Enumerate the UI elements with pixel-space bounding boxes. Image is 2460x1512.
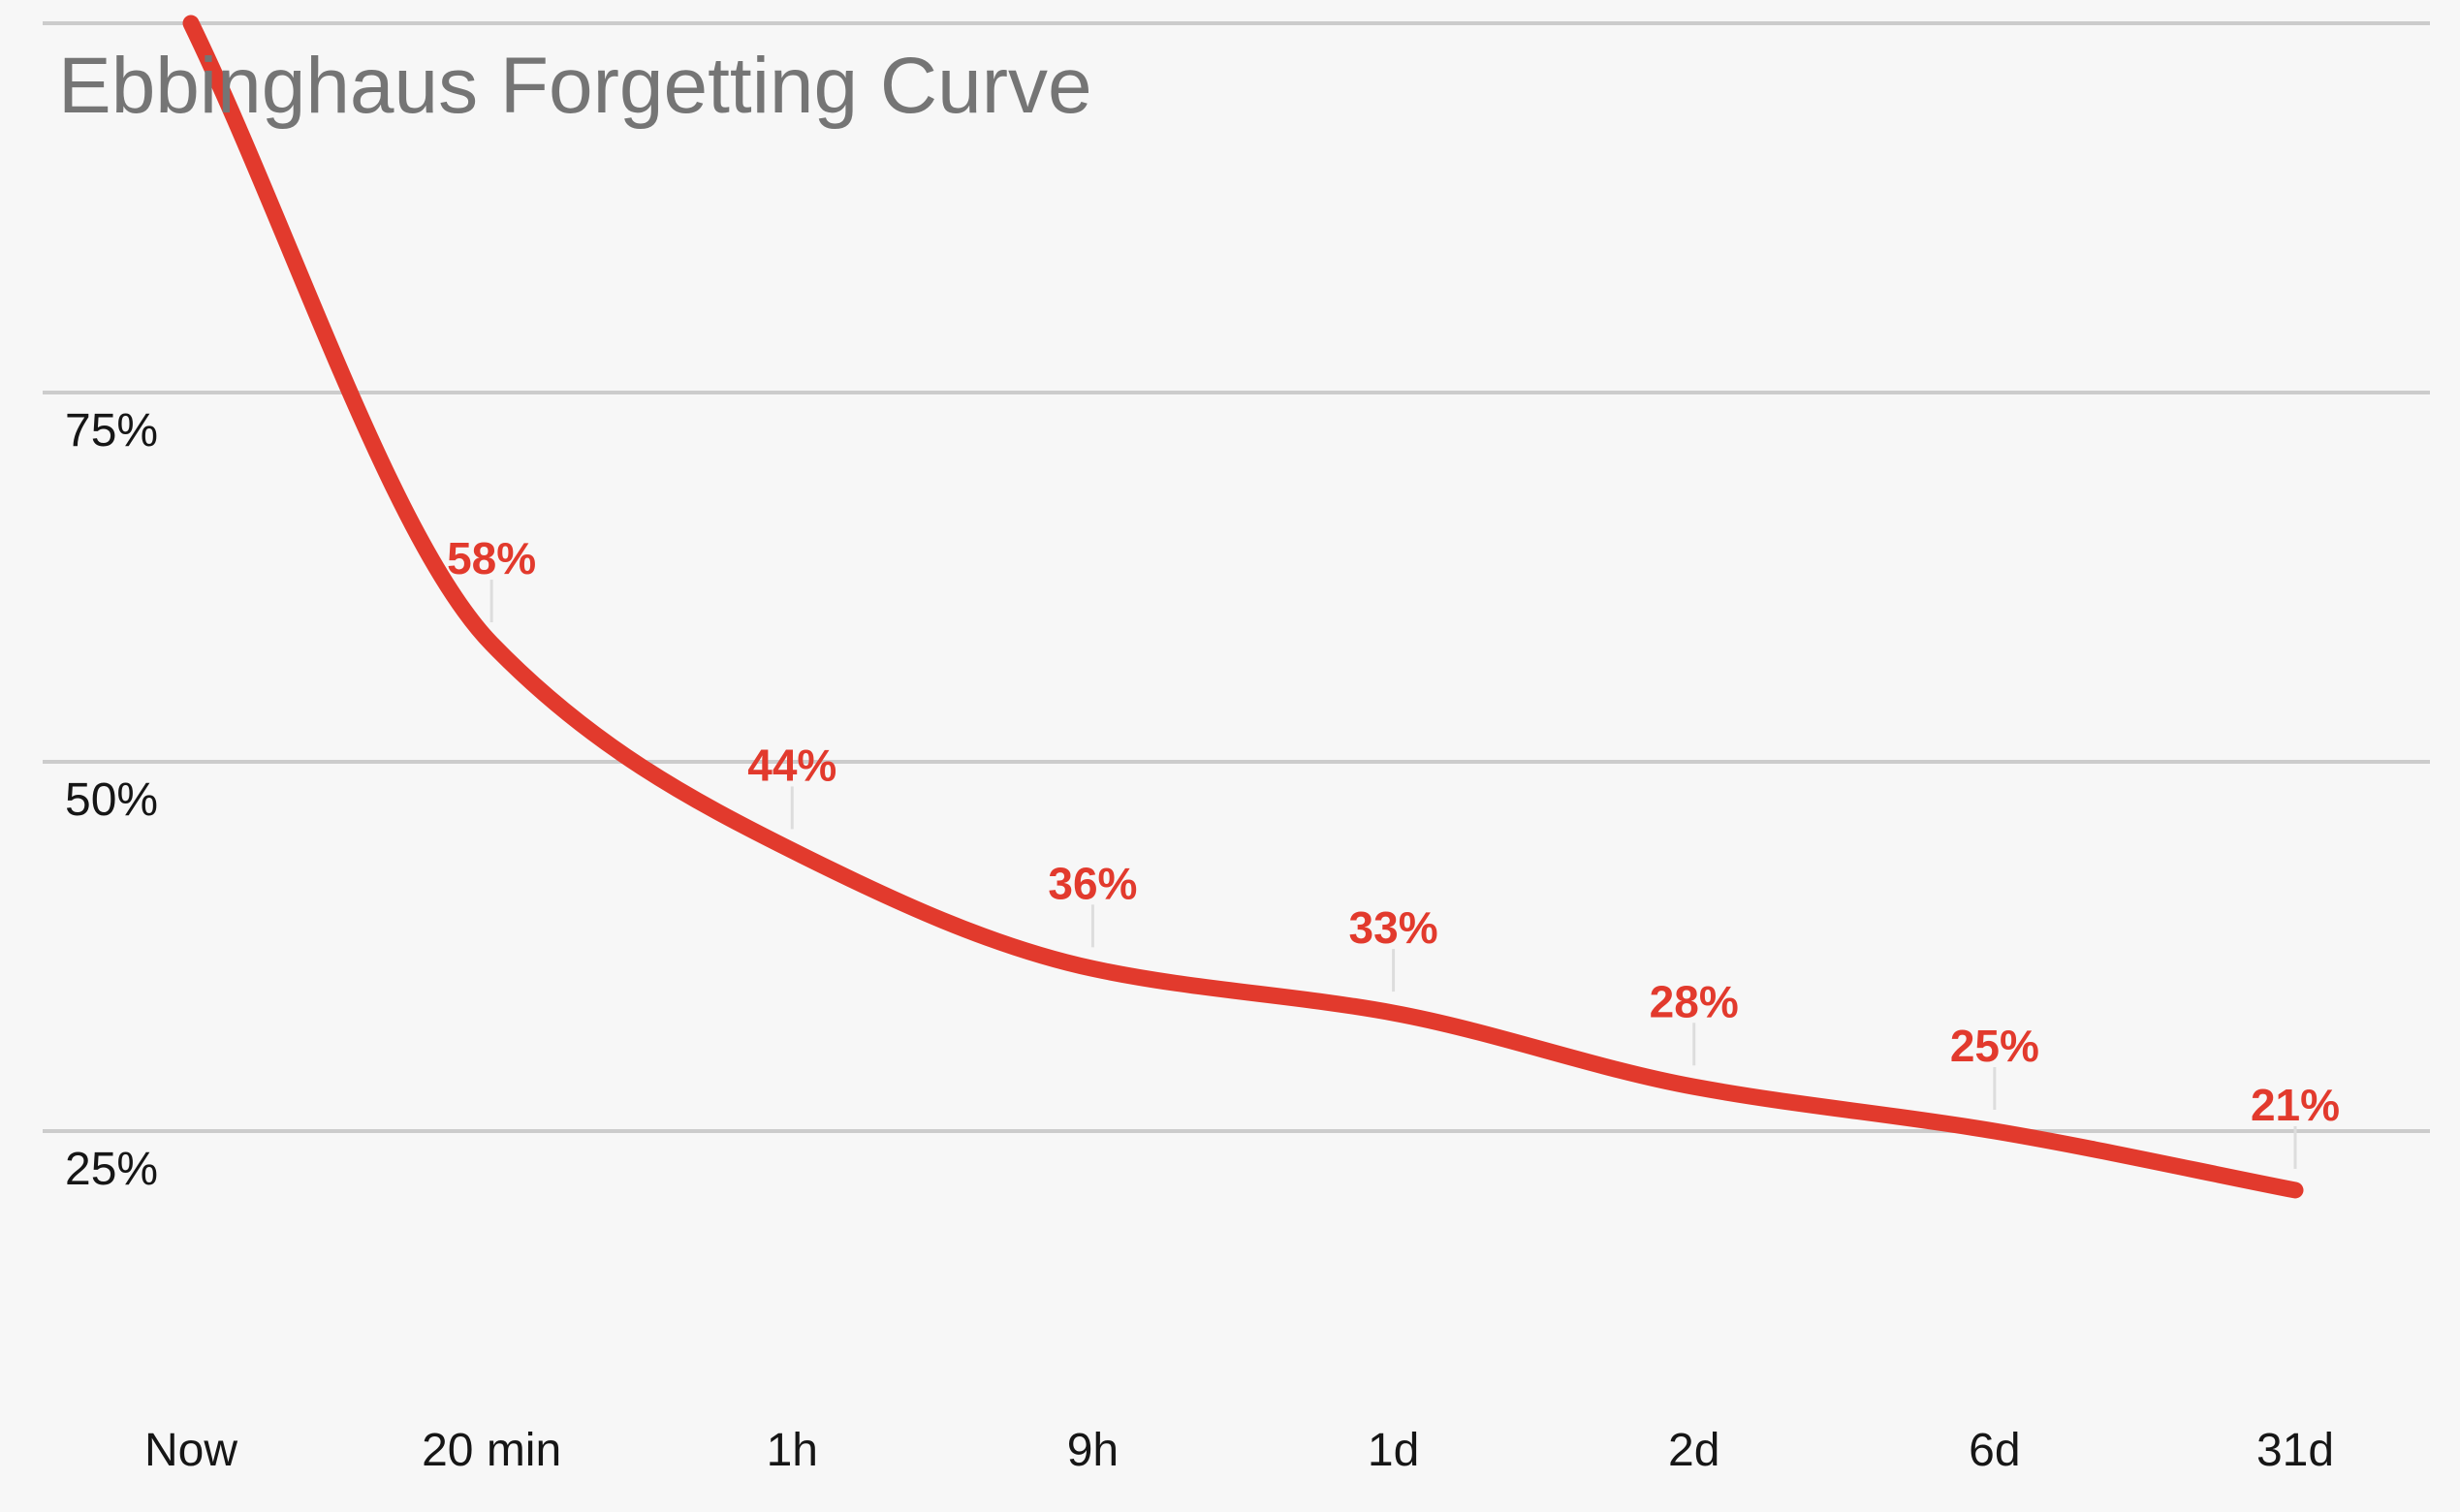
x-tick-label-6: 6d <box>1969 1425 2020 1476</box>
y-tick-label-75: 75% <box>65 405 158 457</box>
x-tick-label-2: 1h <box>767 1425 818 1476</box>
retention-curve <box>182 15 2304 1199</box>
x-tick-label-0: Now <box>144 1425 237 1476</box>
chart-title: Ebbinghaus Forgetting Curve <box>58 42 1092 130</box>
y-tick-label-25: 25% <box>65 1144 158 1195</box>
data-label-4: 33% <box>1349 902 1438 953</box>
data-label-6: 25% <box>1950 1021 2039 1071</box>
data-label-1: 58% <box>447 533 536 583</box>
data-label-5: 28% <box>1650 976 1739 1026</box>
data-label-3: 36% <box>1048 858 1137 908</box>
x-tick-label-3: 9h <box>1067 1425 1119 1476</box>
y-tick-label-50: 50% <box>65 774 158 826</box>
x-tick-label-1: 20 min <box>422 1425 561 1476</box>
x-tick-label-5: 2d <box>1668 1425 1719 1476</box>
data-label-2: 44% <box>747 740 836 790</box>
data-label-7: 21% <box>2251 1080 2340 1130</box>
x-tick-label-7: 31d <box>2256 1425 2334 1476</box>
x-tick-label-4: 1d <box>1368 1425 1419 1476</box>
